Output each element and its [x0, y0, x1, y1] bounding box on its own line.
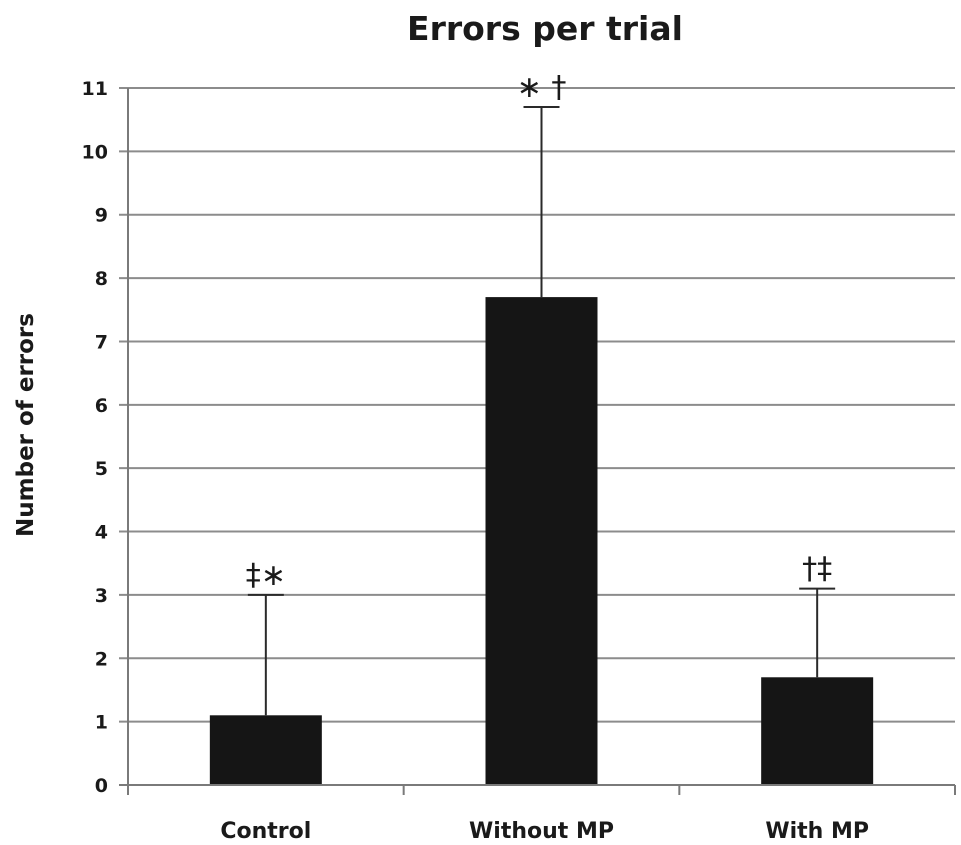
axes [119, 88, 956, 795]
bar-without-mp [485, 297, 598, 785]
significance-marker: ‡∗ [246, 558, 286, 593]
y-tick-label: 4 [95, 522, 108, 544]
significance-marker: †‡ [802, 552, 832, 587]
bar-with-mp [761, 677, 874, 785]
y-tick-label: 11 [82, 78, 108, 100]
y-tick-label: 2 [95, 648, 108, 670]
y-tick-label: 3 [95, 585, 108, 607]
x-category-label: With MP [765, 819, 869, 844]
x-category-label: Control [220, 819, 311, 844]
y-axis-label: Number of errors [13, 313, 39, 537]
y-tick-label: 0 [95, 775, 108, 797]
significance-marker: ∗ † [517, 70, 567, 105]
y-tick-label: 8 [95, 268, 108, 290]
labels: 0 1 2 3 4 5 6 7 8 9 10 11 ‡∗ Control ∗ † Without MP †‡ Wi… [82, 70, 869, 844]
bar-control [209, 715, 322, 785]
y-tick-label: 10 [82, 141, 108, 163]
y-tick-label: 5 [95, 458, 108, 480]
y-tick-label: 9 [95, 205, 108, 227]
x-category-label: Without MP [469, 819, 614, 844]
y-tick-label: 6 [95, 395, 108, 417]
y-tick-label: 7 [95, 331, 108, 353]
y-tick-label: 1 [95, 712, 108, 734]
bars [209, 106, 874, 785]
chart-title: Errors per trial [407, 9, 683, 48]
